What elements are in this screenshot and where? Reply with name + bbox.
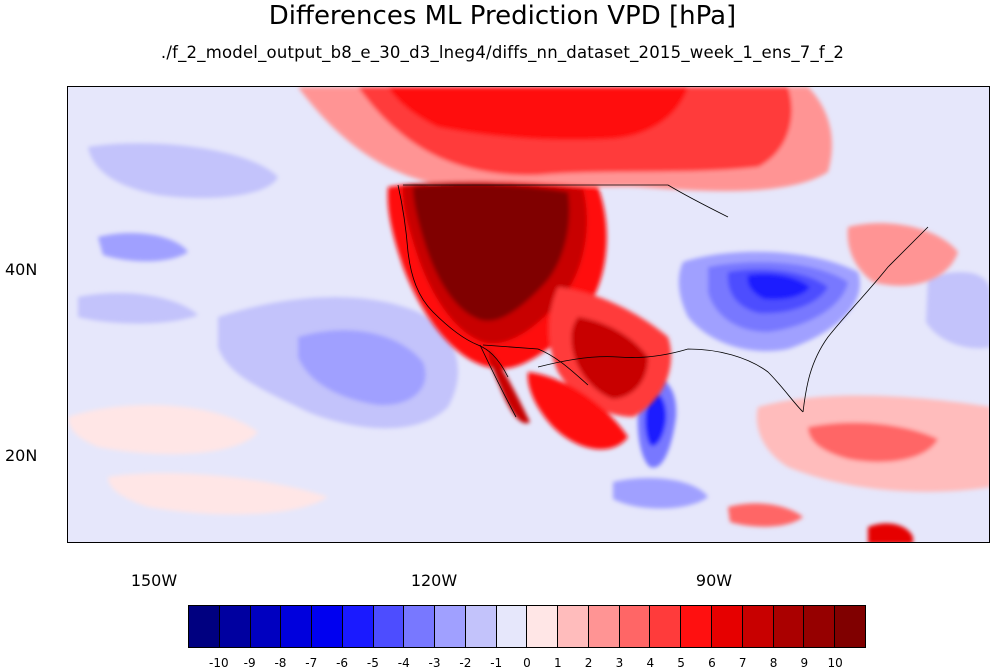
lon-label-150w: 150W <box>130 571 178 590</box>
atlantic-blue <box>926 272 989 349</box>
colorbar-box <box>619 606 651 647</box>
colorbar-label: -10 <box>209 656 229 670</box>
west-coast-line <box>397 184 509 378</box>
colorbar-box <box>342 606 374 647</box>
gulf-coast-blue-core <box>645 391 667 446</box>
colorbar-box <box>250 606 282 647</box>
pacific-blue-core <box>298 330 426 406</box>
eastern-us-blue-deep <box>747 273 810 300</box>
colorbar-box <box>189 606 220 647</box>
colorbar-label: 0 <box>523 656 531 670</box>
pacific-pale-red-2 <box>108 473 328 515</box>
colorbar-box <box>835 606 865 647</box>
map-subtitle: ./f_2_model_output_b8_e_30_d3_lneg4/diff… <box>160 43 845 62</box>
colorbar-box <box>527 606 559 647</box>
colorbar-label: -8 <box>274 656 287 670</box>
lat-label-40n: 40N <box>5 260 38 279</box>
colorbar <box>188 605 866 648</box>
colorbar-label: 1 <box>553 656 562 670</box>
coastline-overlay <box>397 184 929 418</box>
colorbar-box <box>650 606 682 647</box>
negative-anomaly-regions <box>78 143 989 509</box>
south-red <box>728 503 803 527</box>
colorbar-box <box>773 606 805 647</box>
colorbar-label: -6 <box>336 656 349 670</box>
colorbar-box <box>435 606 466 647</box>
colorbar-label: 2 <box>584 656 593 670</box>
colorbar-label: 3 <box>615 656 624 670</box>
colorbar-label: -1 <box>490 656 503 670</box>
south-blue <box>613 477 708 509</box>
colorbar-box <box>496 606 528 647</box>
map-plot-area <box>67 86 990 543</box>
nw-pacific-blue <box>98 232 188 262</box>
colorbar-box <box>281 606 313 647</box>
colorbar-box <box>465 606 497 647</box>
western-us-red-core <box>413 184 570 321</box>
colorbar-box <box>373 606 405 647</box>
northeast-red <box>847 223 958 286</box>
colorbar-label: -9 <box>243 656 256 670</box>
colorbar-label: 9 <box>800 656 809 670</box>
colorbar-box <box>588 606 620 647</box>
lon-label-120w: 120W <box>410 571 458 590</box>
lat-label-20n: 20N <box>5 446 38 465</box>
us-canada-border <box>403 184 729 218</box>
colorbar-box <box>681 606 713 647</box>
northern-red-core <box>388 87 688 140</box>
colorbar-box <box>219 606 251 647</box>
vpd-difference-map <box>68 87 989 542</box>
texas-red-core <box>571 317 648 399</box>
colorbar-label: 5 <box>677 656 685 670</box>
colorbar-label: -3 <box>428 656 441 670</box>
mexico-red <box>527 372 628 450</box>
colorbar-label: -7 <box>305 656 318 670</box>
colorbar-box <box>712 606 743 647</box>
east-coast-line <box>802 226 929 413</box>
caribbean-red-core <box>808 422 938 463</box>
baja-red-strip <box>488 347 530 424</box>
colorbar-box <box>558 606 589 647</box>
colorbar-label: 7 <box>738 656 747 670</box>
colorbar-label: -4 <box>397 656 410 670</box>
map-title: Differences ML Prediction VPD [hPa] <box>268 1 737 31</box>
colorbar-label: 4 <box>646 656 655 670</box>
colorbar-label: 10 <box>827 656 843 670</box>
southeast-red-corner <box>868 523 913 542</box>
us-mexico-border <box>482 344 589 386</box>
lon-label-90w: 90W <box>695 571 733 590</box>
colorbar-label: 8 <box>769 656 778 670</box>
colorbar-box <box>312 606 343 647</box>
colorbar-box <box>404 606 436 647</box>
colorbar-label: 6 <box>708 656 716 670</box>
baja-coastline <box>479 344 517 418</box>
pacific-pale-red <box>68 405 258 455</box>
colorbar-box <box>742 606 774 647</box>
colorbar-label: -2 <box>459 656 472 670</box>
west-pacific-blue <box>78 293 198 324</box>
colorbar-label: -5 <box>366 656 379 670</box>
north-pacific-blue <box>88 143 278 198</box>
gulf-coastline <box>537 348 804 413</box>
positive-anomaly-regions <box>68 87 989 542</box>
colorbar-box <box>804 606 836 647</box>
